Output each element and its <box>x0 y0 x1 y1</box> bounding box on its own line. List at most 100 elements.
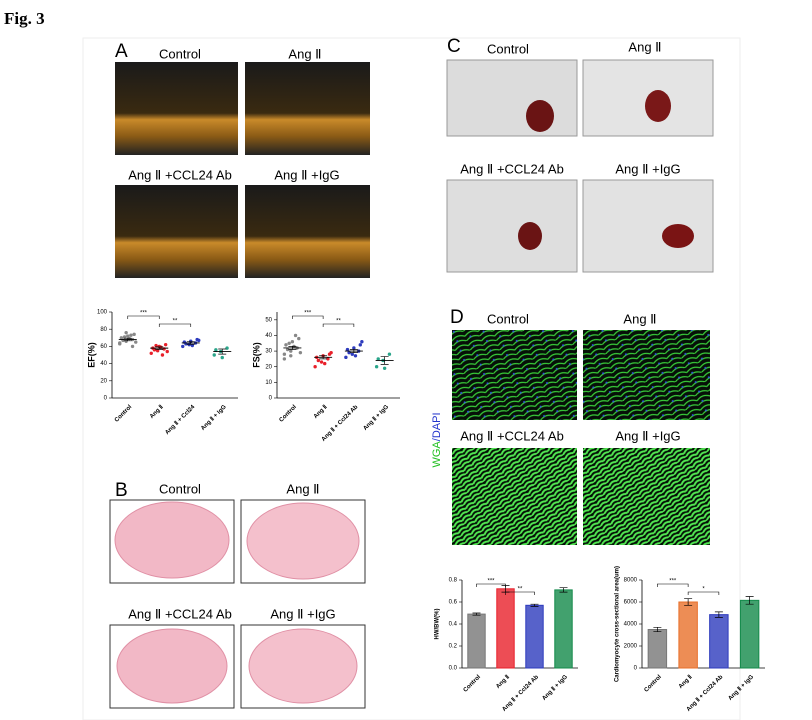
data-point <box>197 338 201 343</box>
y-tick-label: 0 <box>634 666 638 672</box>
data-point <box>297 336 301 341</box>
data-point <box>212 353 216 357</box>
y-tick-label: 10 <box>265 380 272 386</box>
significance-bracket <box>505 591 535 595</box>
data-point <box>347 350 351 355</box>
data-point <box>329 350 333 355</box>
images <box>109 59 714 709</box>
heart-photo <box>446 59 578 137</box>
data-point <box>319 360 324 364</box>
error-bar <box>186 341 195 345</box>
bar <box>678 601 698 669</box>
image-label: Ang Ⅱ <box>623 311 656 326</box>
data-point <box>316 358 321 363</box>
image-label: Ang Ⅱ +IgG <box>615 428 680 443</box>
significance-label: * <box>702 587 705 593</box>
significance-bracket <box>657 583 689 587</box>
data-point <box>282 357 287 361</box>
data-point <box>220 355 224 360</box>
y-tick-label: 0.8 <box>449 578 458 584</box>
heart-photo <box>446 179 578 273</box>
image-label: Control <box>487 41 529 56</box>
data-point <box>132 332 136 337</box>
data-point <box>163 342 168 347</box>
image-label: Control <box>159 481 201 496</box>
bar <box>709 614 729 669</box>
y-tick-label: 60 <box>100 344 107 350</box>
data-point <box>189 339 193 343</box>
significance-label: ** <box>173 319 178 325</box>
data-point <box>152 348 157 352</box>
data-point <box>124 339 128 343</box>
data-point <box>154 343 158 348</box>
data-point <box>376 357 380 361</box>
y-tick-label: 100 <box>97 310 108 316</box>
image-label: Ang Ⅱ +CCL24 Ab <box>460 428 564 443</box>
significance-bracket <box>292 315 324 319</box>
error-bar <box>714 611 723 618</box>
y-tick-label: 30 <box>265 349 272 355</box>
data-point <box>124 330 128 335</box>
y-tick-label: 8000 <box>624 578 638 584</box>
error-bar <box>288 346 297 350</box>
data-point <box>345 347 350 352</box>
y-axis-label: EF(%) <box>86 342 96 368</box>
image-label: Ang Ⅱ +IgG <box>274 167 339 182</box>
image-label: Ang Ⅱ +IgG <box>615 161 680 176</box>
heart <box>662 224 694 248</box>
y-tick-label: 40 <box>100 361 107 367</box>
data-point <box>326 357 330 361</box>
significance-label: *** <box>487 579 495 585</box>
y-tick-label: 20 <box>100 378 107 384</box>
data-point <box>118 342 122 346</box>
significance-label: *** <box>669 579 677 585</box>
significance-bracket <box>476 583 506 587</box>
error-bar <box>684 598 693 606</box>
image-label: Control <box>487 311 529 326</box>
error-bar <box>218 348 227 355</box>
y-tick-label: 0.6 <box>449 600 458 606</box>
wga-image <box>452 448 577 545</box>
data-point <box>323 361 327 366</box>
data-point <box>313 365 317 369</box>
error-bar <box>745 596 754 605</box>
error-bar <box>155 346 164 350</box>
section <box>116 628 228 704</box>
y-tick-label: 4000 <box>624 622 638 628</box>
data-point <box>187 342 191 347</box>
data-point <box>119 336 124 340</box>
y-axis-label: HW/BW(%) <box>435 609 441 640</box>
data-point <box>285 347 290 352</box>
y-tick-label: 6000 <box>624 600 638 606</box>
significance-bracket <box>687 591 720 595</box>
data-point <box>287 341 291 345</box>
data-point <box>129 333 133 337</box>
data-point <box>350 352 354 356</box>
data-point <box>181 344 185 349</box>
data-point <box>298 350 303 355</box>
image-label: Ang Ⅱ +CCL24 Ab <box>128 606 232 621</box>
bar <box>467 613 486 669</box>
data-point <box>344 355 348 360</box>
error-bar <box>123 337 132 342</box>
error-bar <box>319 355 328 360</box>
bar <box>647 629 668 669</box>
data-point <box>284 343 288 347</box>
wga-image <box>452 330 577 420</box>
data-point <box>353 354 358 358</box>
panel-letter: D <box>450 307 464 328</box>
image-label: Ang Ⅱ <box>286 481 319 496</box>
image-label: Ang Ⅱ +IgG <box>270 606 335 621</box>
data-point <box>160 353 165 357</box>
image-label: Control <box>159 46 201 61</box>
bar <box>554 589 573 669</box>
heart <box>526 100 554 132</box>
data-point <box>360 340 364 344</box>
data-point <box>134 340 138 344</box>
y-tick-label: 50 <box>265 317 272 323</box>
y-tick-label: 2000 <box>624 644 638 650</box>
bar <box>739 599 760 669</box>
error-bar <box>530 603 539 607</box>
significance-bracket <box>158 323 192 327</box>
